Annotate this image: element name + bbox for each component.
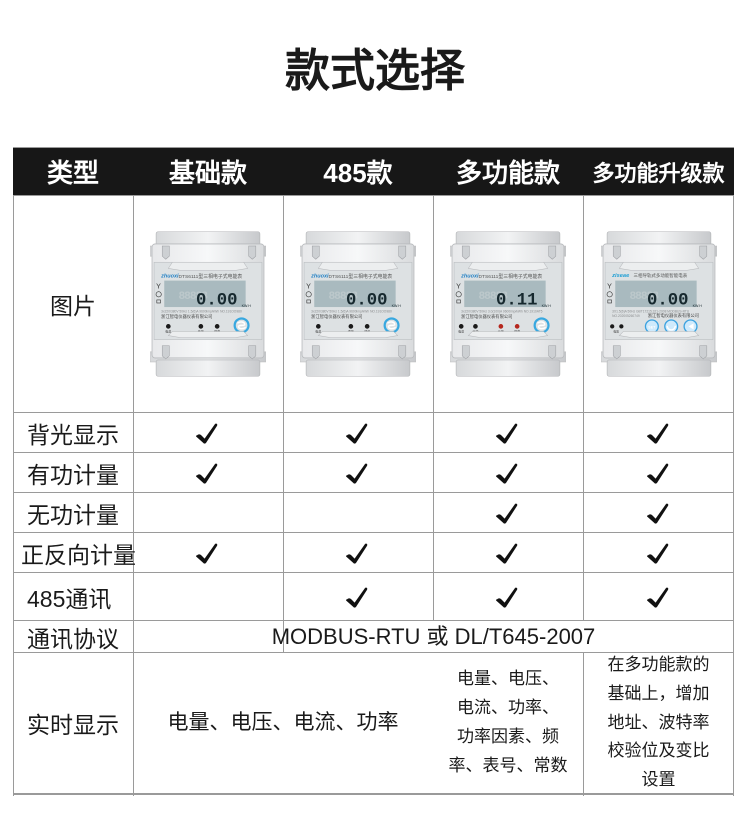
svg-text:zhuoxi: zhuoxi bbox=[460, 274, 479, 280]
svg-text:0.00: 0.00 bbox=[196, 292, 237, 311]
svg-text:KW.H: KW.H bbox=[692, 304, 702, 308]
svg-text:SET: SET bbox=[648, 325, 656, 329]
svg-text:三相导轨式多动能智能电表: 三相导轨式多动能智能电表 bbox=[633, 272, 687, 279]
svg-text:3x220/380V 50Hz 1.5(6)A 9600im: 3x220/380V 50Hz 1.5(6)A 9600imp/kWh NO.1… bbox=[311, 310, 392, 314]
svg-text:0.11: 0.11 bbox=[496, 292, 537, 311]
svg-text:ziseae: ziseae bbox=[611, 273, 629, 279]
svg-text:KW.H: KW.H bbox=[542, 304, 552, 308]
svg-text:电总: 电总 bbox=[315, 328, 321, 333]
svg-text:DTS6111型三相电子式电能表: DTS6111型三相电子式电能表 bbox=[178, 273, 242, 280]
svg-text:电压: 电压 bbox=[613, 329, 619, 333]
svg-text:0.00: 0.00 bbox=[647, 292, 688, 311]
svg-text:zhuoxi: zhuoxi bbox=[160, 274, 179, 280]
svg-text:Y: Y bbox=[456, 283, 461, 291]
svg-text:0.00: 0.00 bbox=[346, 292, 387, 311]
svg-text:浙江智电仪器仪表有限公司: 浙江智电仪器仪表有限公司 bbox=[461, 313, 512, 320]
svg-text:电总: 电总 bbox=[458, 328, 464, 333]
svg-text:zhuoxi: zhuoxi bbox=[310, 274, 329, 280]
svg-text:KW.H: KW.H bbox=[392, 304, 402, 308]
svg-text:浙江智电仪器仪表有限公司: 浙江智电仪器仪表有限公司 bbox=[161, 313, 212, 320]
svg-text:DTS6111型三相电子式电能表: DTS6111型三相电子式电能表 bbox=[478, 273, 542, 280]
svg-text:Y: Y bbox=[607, 283, 612, 291]
svg-text:Y: Y bbox=[306, 283, 311, 291]
svg-text:NO.202005260749: NO.202005260749 bbox=[612, 314, 640, 318]
svg-text:电总: 电总 bbox=[165, 328, 171, 333]
svg-text:KW.H: KW.H bbox=[242, 304, 252, 308]
svg-text:3x220/380V 50Hz 1.5(6)A 9600im: 3x220/380V 50Hz 1.5(6)A 9600imp/kWh NO.1… bbox=[161, 310, 242, 314]
svg-text:3x220/380V 50Hz 3.0(100)A 9600: 3x220/380V 50Hz 3.0(100)A 9600imp/kWh NO… bbox=[461, 310, 542, 314]
svg-text:浙江智电仪器仪表有限公司: 浙江智电仪器仪表有限公司 bbox=[311, 313, 362, 320]
svg-text:Y: Y bbox=[156, 283, 161, 291]
svg-text:浙江智电仪器仪表有限公司: 浙江智电仪器仪表有限公司 bbox=[647, 312, 698, 319]
svg-text:DTS6111型三相电子式电能表: DTS6111型三相电子式电能表 bbox=[328, 273, 392, 280]
